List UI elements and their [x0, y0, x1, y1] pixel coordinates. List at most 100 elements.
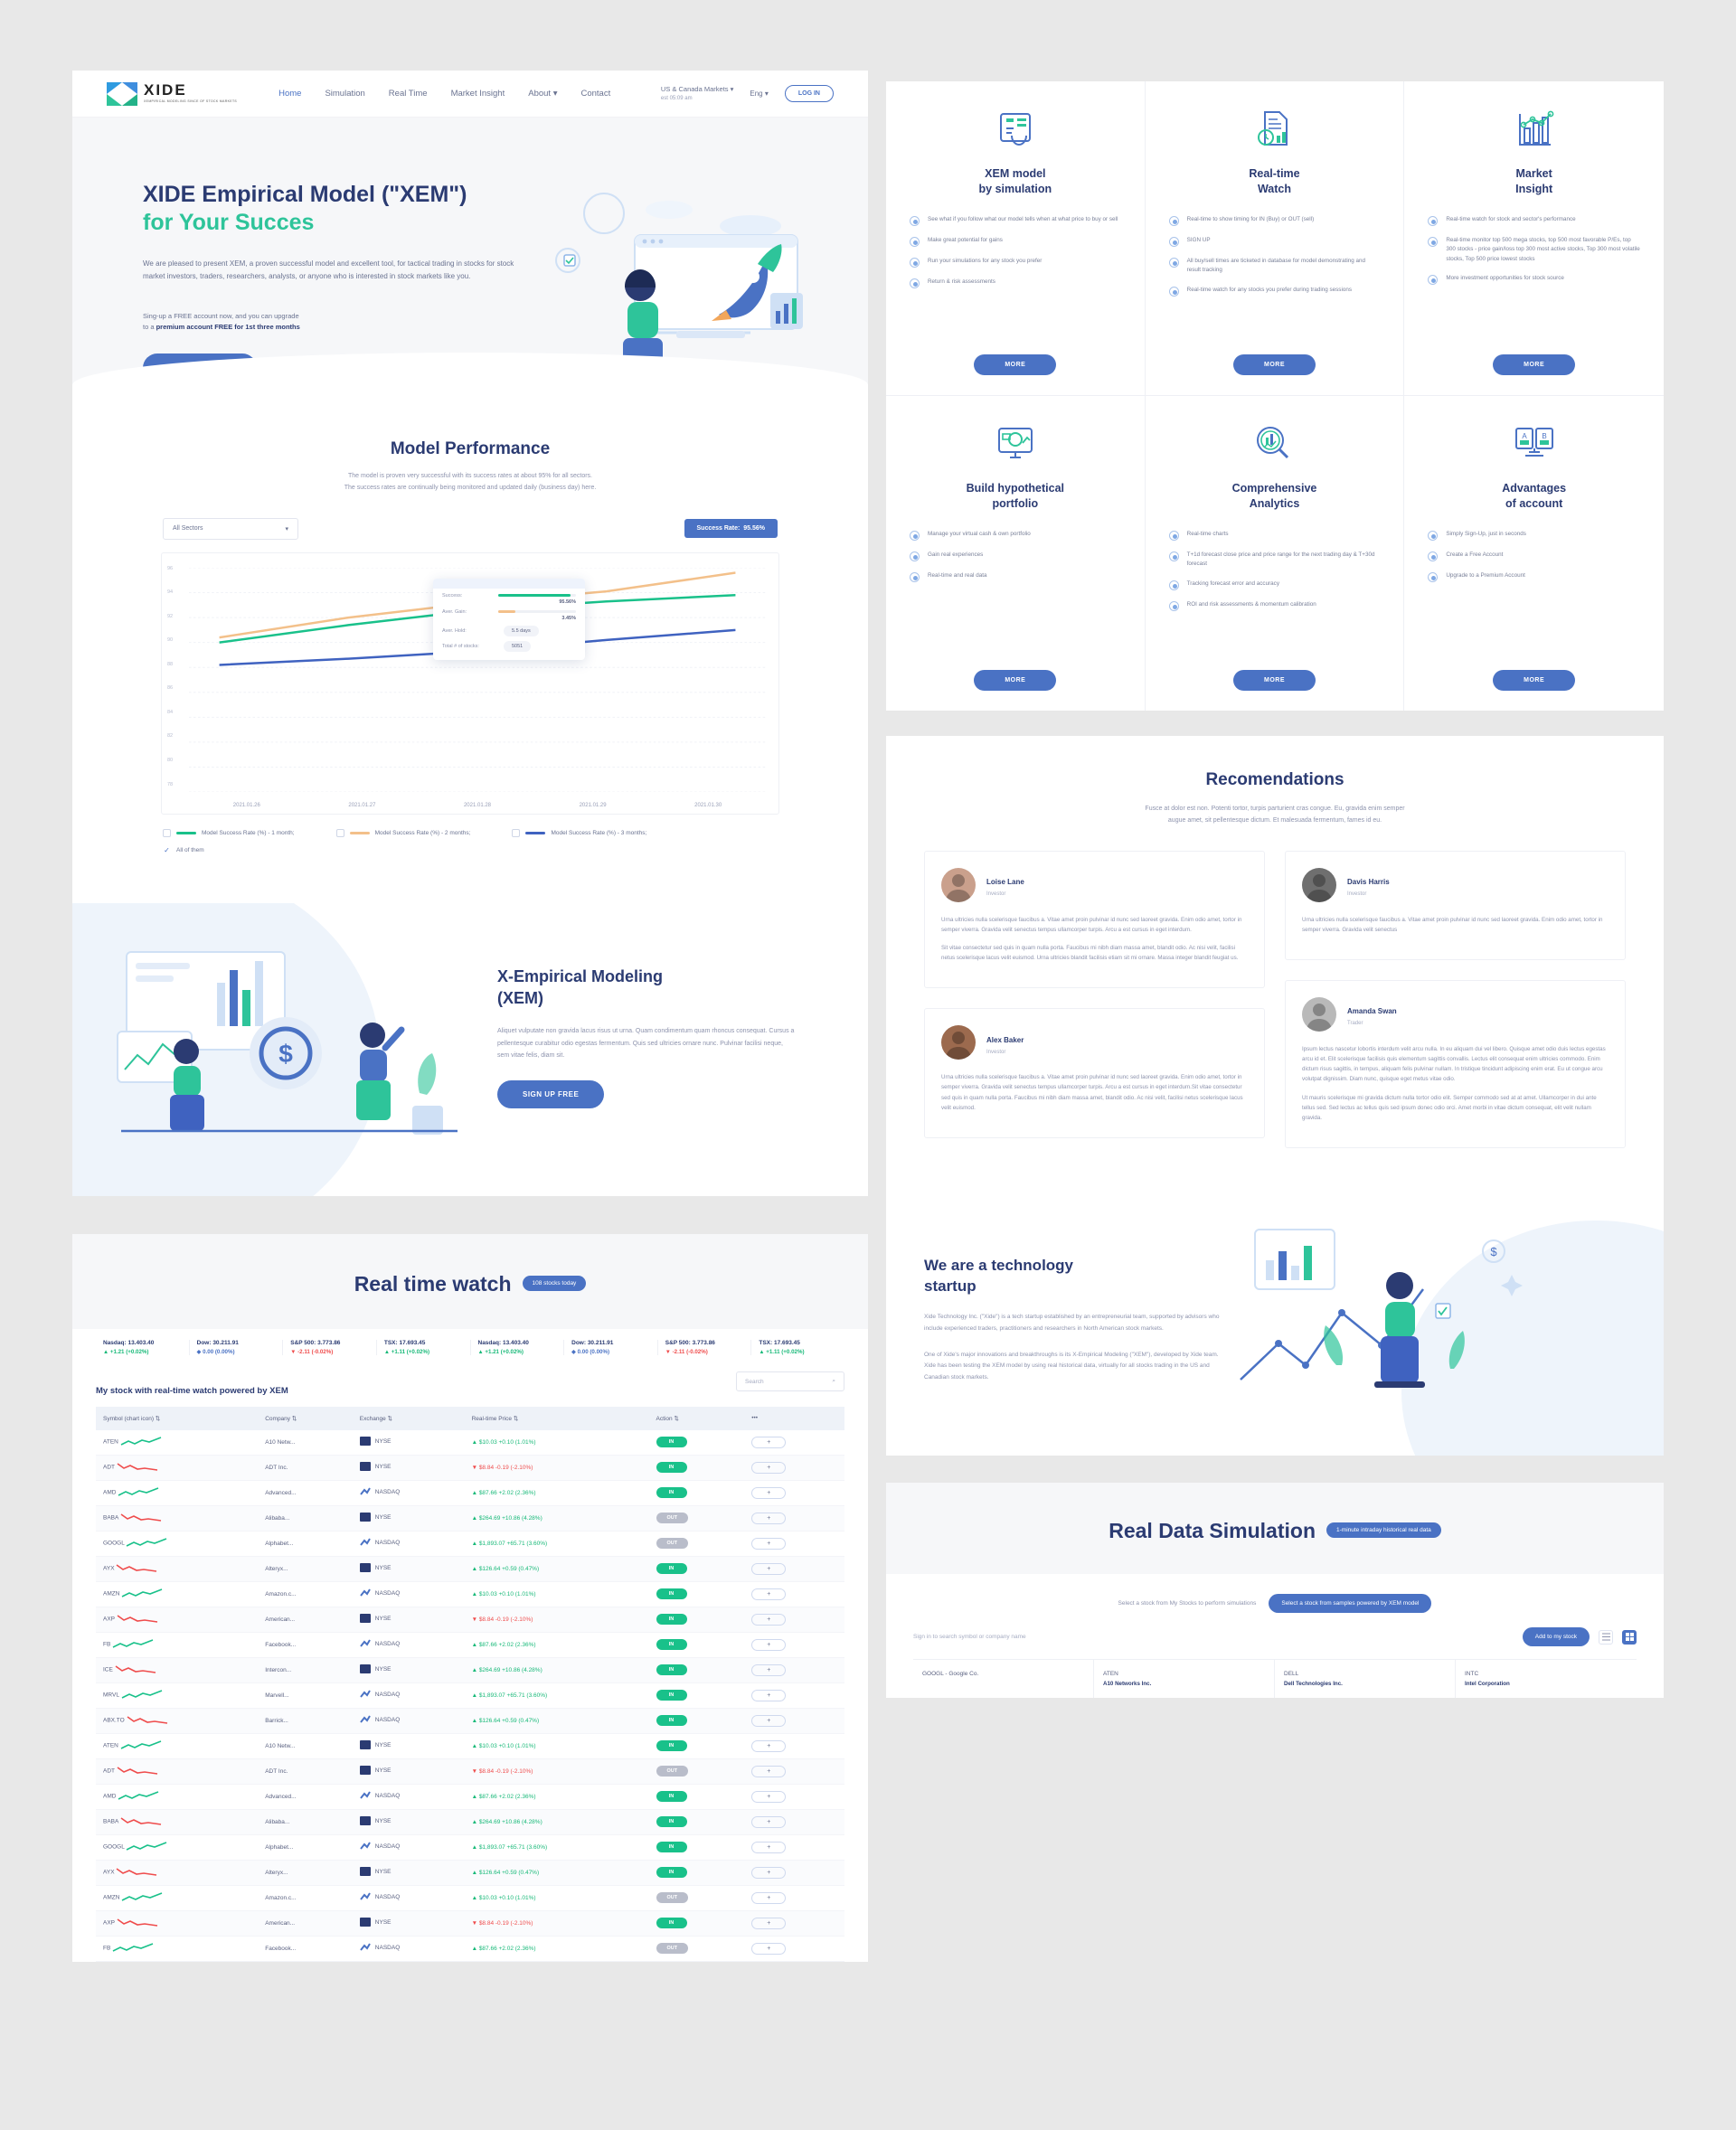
table-row[interactable]: FB Facebook... NASDAQ ▲ $87.66 +2.02 (2.…	[96, 1936, 844, 1962]
cell-add[interactable]: +	[744, 1860, 844, 1886]
legend-item[interactable]: Model Success Rate (%) - 1 month;	[163, 828, 295, 837]
list-view-icon[interactable]	[1599, 1629, 1613, 1645]
table-row[interactable]: AMD Advanced... NASDAQ ▲ $87.66 +2.02 (2…	[96, 1784, 844, 1810]
feature-more-button[interactable]: MORE	[1493, 354, 1576, 375]
cell-add[interactable]: +	[744, 1607, 844, 1633]
table-row[interactable]: AYX Alteryx... NYSE ▲ $126.64 +0.59 (0.4…	[96, 1860, 844, 1886]
cell-action[interactable]: OUT	[648, 1936, 745, 1962]
cell-add[interactable]: +	[744, 1429, 844, 1456]
cell-action[interactable]: IN	[648, 1682, 745, 1709]
cell-add[interactable]: +	[744, 1910, 844, 1937]
cell-action[interactable]: OUT	[648, 1885, 745, 1911]
ticker-item[interactable]: TSX: 17.693.45 ▲ +1.11 (+0.02%)	[751, 1340, 844, 1355]
sample-stock-cell[interactable]: ATEN A10 Networks Inc.	[1094, 1660, 1275, 1698]
table-row[interactable]: BABA Alibaba... NYSE ▲ $264.69 +10.86 (4…	[96, 1505, 844, 1532]
cell-add[interactable]: +	[744, 1733, 844, 1759]
feature-more-button[interactable]: MORE	[1232, 670, 1316, 691]
sample-stock-cell[interactable]: GOOGL - Google Co.	[913, 1660, 1094, 1698]
login-button[interactable]: LOG IN	[784, 85, 834, 102]
select-sample-stock-button[interactable]: Select a stock from samples powered by X…	[1269, 1594, 1432, 1613]
nav-item-real-time[interactable]: Real Time	[388, 89, 428, 99]
ticker-item[interactable]: Dow: 30.211.91 ◆ 0.00 (0.00%)	[564, 1339, 658, 1355]
cell-add[interactable]: +	[744, 1480, 844, 1506]
nav-item-contact[interactable]: Contact	[580, 89, 611, 99]
cell-add[interactable]: +	[744, 1784, 844, 1810]
cell-add[interactable]: +	[744, 1809, 844, 1835]
cell-add[interactable]: +	[744, 1556, 844, 1582]
sample-stock-cell[interactable]: DELL Dell Technologies Inc.	[1275, 1660, 1456, 1698]
table-column-header[interactable]: Exchange ⇅	[352, 1406, 465, 1430]
cell-add[interactable]: +	[744, 1758, 844, 1785]
cell-action[interactable]: OUT	[648, 1505, 745, 1532]
cell-action[interactable]: IN	[648, 1733, 745, 1759]
table-row[interactable]: ADT ADT Inc. NYSE ▼ $8.84 -0.19 (-2.10%)…	[96, 1455, 844, 1481]
cell-action[interactable]: IN	[648, 1455, 745, 1481]
cell-action[interactable]: IN	[648, 1784, 745, 1810]
performance-chart[interactable]: 96 94 92 90 88 86 84 82 80 78 2021.01.26 2021.01.2…	[161, 551, 779, 815]
nav-item-about[interactable]: About ▾	[528, 89, 558, 99]
cell-action[interactable]: OUT	[648, 1758, 745, 1785]
sample-stock-cell[interactable]: INTC Intel Corporation	[1456, 1660, 1637, 1698]
nav-item-simulation[interactable]: Simulation	[325, 89, 365, 99]
cell-add[interactable]: +	[744, 1455, 844, 1481]
cell-add[interactable]: +	[744, 1834, 844, 1861]
ticker-item[interactable]: Nasdaq: 13.403.40 ▲ +1.21 (+0.02%)	[96, 1339, 190, 1355]
table-column-header[interactable]: Real-time Price ⇅	[464, 1406, 649, 1430]
search-input[interactable]: Search ⌕	[736, 1371, 844, 1392]
table-row[interactable]: AYX Alteryx... NYSE ▲ $126.64 +0.59 (0.4…	[96, 1556, 844, 1582]
table-row[interactable]: MRVL Marvell... NASDAQ ▲ $1,893.07 +65.7…	[96, 1682, 844, 1709]
ticker-item[interactable]: Dow: 30.211.91 ◆ 0.00 (0.00%)	[190, 1339, 284, 1355]
table-column-header[interactable]: Symbol (chart icon) ⇅	[96, 1406, 259, 1430]
nav-item-market-insight[interactable]: Market Insight	[450, 89, 505, 99]
cell-action[interactable]: IN	[648, 1632, 745, 1658]
legend-item[interactable]: Model Success Rate (%) - 3 months;	[512, 828, 646, 837]
table-row[interactable]: ABX.TO Barrick... NASDAQ ▲ $126.64 +0.59…	[96, 1708, 844, 1734]
table-column-header[interactable]: Action ⇅	[648, 1406, 745, 1430]
cell-action[interactable]: IN	[648, 1860, 745, 1886]
grid-view-icon[interactable]	[1622, 1629, 1637, 1645]
table-row[interactable]: AMD Advanced... NASDAQ ▲ $87.66 +2.02 (2…	[96, 1480, 844, 1506]
feature-more-button[interactable]: MORE	[974, 354, 1057, 375]
table-row[interactable]: GOOGL Alphabet... NASDAQ ▲ $1,893.07 +65…	[96, 1531, 844, 1557]
table-row[interactable]: FB Facebook... NASDAQ ▲ $87.66 +2.02 (2.…	[96, 1632, 844, 1658]
sector-select[interactable]: All Sectors ▾	[163, 517, 298, 540]
cell-action[interactable]: OUT	[648, 1531, 745, 1557]
legend-checkbox[interactable]	[512, 828, 521, 837]
cell-action[interactable]: IN	[648, 1910, 745, 1937]
cell-action[interactable]: IN	[648, 1708, 745, 1734]
nav-item-home[interactable]: Home	[278, 89, 302, 99]
cell-action[interactable]: IN	[648, 1480, 745, 1506]
language-selector[interactable]: Eng ▾	[750, 90, 769, 98]
cell-action[interactable]: IN	[648, 1581, 745, 1607]
feature-more-button[interactable]: MORE	[1232, 354, 1316, 375]
cell-add[interactable]: +	[744, 1632, 844, 1658]
ticker-item[interactable]: TSX: 17.693.45 ▲ +1.11 (+0.02%)	[377, 1339, 471, 1355]
cell-action[interactable]: IN	[648, 1809, 745, 1835]
table-row[interactable]: AMZN Amazon.c... NASDAQ ▲ $10.03 +0.10 (…	[96, 1581, 844, 1607]
table-row[interactable]: AXP American... NYSE ▼ $8.84 -0.19 (-2.1…	[96, 1910, 844, 1937]
cell-action[interactable]: IN	[648, 1657, 745, 1683]
cell-add[interactable]: +	[744, 1708, 844, 1734]
table-row[interactable]: GOOGL Alphabet... NASDAQ ▲ $1,893.07 +65…	[96, 1834, 844, 1861]
cell-add[interactable]: +	[744, 1936, 844, 1962]
cell-action[interactable]: IN	[648, 1607, 745, 1633]
table-row[interactable]: AMZN Amazon.c... NASDAQ ▲ $10.03 +0.10 (…	[96, 1885, 844, 1911]
market-selector[interactable]: US & Canada Markets ▾ est 05:09 am	[660, 84, 734, 101]
table-row[interactable]: ATEN A10 Netw... NYSE ▲ $10.03 +0.10 (1.…	[96, 1733, 844, 1759]
cell-add[interactable]: +	[744, 1682, 844, 1709]
feature-more-button[interactable]: MORE	[1493, 670, 1576, 691]
cell-add[interactable]: +	[744, 1581, 844, 1607]
cell-action[interactable]: IN	[648, 1429, 745, 1456]
legend-item[interactable]: Model Success Rate (%) - 2 months;	[335, 828, 470, 837]
ticker-item[interactable]: S&P 500: 3.773.86 ▼ -2.11 (-0.02%)	[283, 1339, 377, 1355]
cell-add[interactable]: +	[744, 1531, 844, 1557]
cell-action[interactable]: IN	[648, 1834, 745, 1861]
ticker-item[interactable]: Nasdaq: 13.403.40 ▲ +1.21 (+0.02%)	[471, 1339, 565, 1355]
cell-add[interactable]: +	[744, 1657, 844, 1683]
add-to-my-stock-button[interactable]: Add to my stock	[1522, 1627, 1590, 1646]
feature-more-button[interactable]: MORE	[974, 670, 1057, 691]
logo[interactable]: XIDE XEMPIRICAL MODELING SINCE OF STOCK …	[107, 81, 237, 106]
cell-add[interactable]: +	[744, 1885, 844, 1911]
table-row[interactable]: AXP American... NYSE ▼ $8.84 -0.19 (-2.1…	[96, 1607, 844, 1633]
legend-all-toggle[interactable]: ✓ All of them	[163, 846, 778, 854]
